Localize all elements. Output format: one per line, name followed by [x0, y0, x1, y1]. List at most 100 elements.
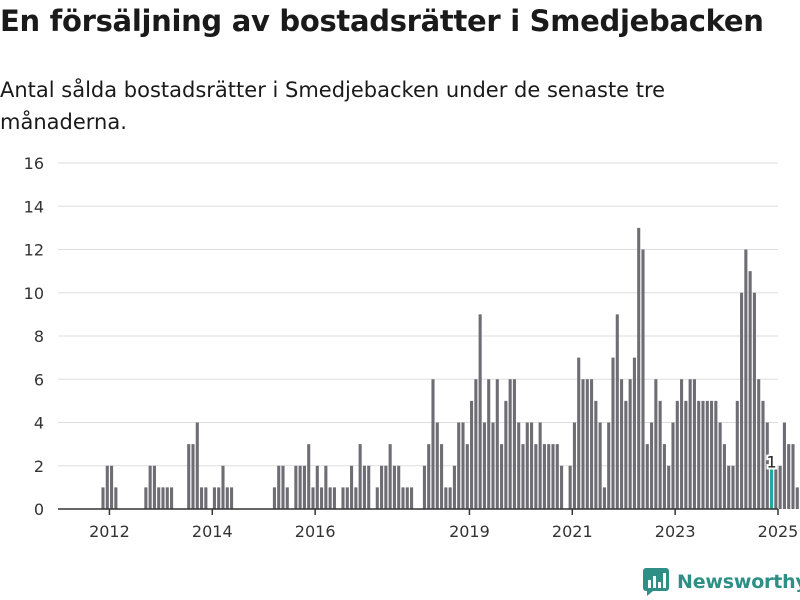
bar: [791, 444, 795, 509]
x-tick-label: 2014: [192, 522, 233, 541]
bar: [551, 444, 555, 509]
bar: [547, 444, 551, 509]
bar: [752, 292, 756, 509]
bar: [602, 487, 606, 509]
y-tick-label: 0: [34, 500, 44, 519]
bar: [474, 379, 478, 509]
bar: [375, 487, 379, 509]
bar: [568, 465, 572, 509]
bar: [560, 465, 564, 509]
bar: [658, 400, 662, 509]
bar: [427, 444, 431, 509]
bar: [620, 379, 624, 509]
bar: [538, 422, 542, 509]
bar: [461, 422, 465, 509]
bar: [191, 444, 195, 509]
bar: [521, 444, 525, 509]
bar: [217, 487, 221, 509]
y-tick-label: 2: [34, 457, 44, 476]
bar: [272, 487, 276, 509]
bar: [765, 422, 769, 509]
bar: [740, 292, 744, 509]
y-tick-label: 4: [34, 414, 44, 433]
bar: [722, 444, 726, 509]
x-tick-label: 2016: [295, 522, 336, 541]
bar: [491, 422, 495, 509]
bar: [212, 487, 216, 509]
bar: [572, 422, 576, 509]
x-tick-label: 2019: [449, 522, 490, 541]
bar: [650, 422, 654, 509]
y-tick-label: 10: [24, 284, 44, 303]
bar: [645, 444, 649, 509]
bar: [285, 487, 289, 509]
y-tick-label: 8: [34, 327, 44, 346]
bar: [684, 400, 688, 509]
chart-title: En försäljning av bostadsrätter i Smedje…: [0, 4, 764, 38]
bar: [590, 379, 594, 509]
bar: [517, 422, 521, 509]
bar: [435, 422, 439, 509]
bar: [307, 444, 311, 509]
bar: [358, 444, 362, 509]
bar: [727, 465, 731, 509]
bar: [110, 465, 114, 509]
y-tick-label: 12: [24, 241, 44, 260]
bar: [611, 357, 615, 509]
bar: [581, 379, 585, 509]
bar: [632, 357, 636, 509]
newsworthy-logo-icon: [643, 568, 669, 596]
bar: [324, 465, 328, 509]
bar: [637, 227, 641, 509]
bar: [495, 379, 499, 509]
bar: [577, 357, 581, 509]
bar: [641, 249, 645, 509]
bar: [200, 487, 204, 509]
bar: [500, 444, 504, 509]
bar: [277, 465, 281, 509]
bar: [457, 422, 461, 509]
bar: [512, 379, 516, 509]
bar: [101, 487, 105, 509]
bar: [465, 444, 469, 509]
bar: [688, 379, 692, 509]
newsworthy-logo: Newsworthy: [643, 568, 800, 596]
bar: [157, 487, 161, 509]
bar: [482, 422, 486, 509]
data-label: 1: [766, 452, 776, 471]
bar: [410, 487, 414, 509]
bar: [204, 487, 208, 509]
bar: [487, 379, 491, 509]
bar: [221, 465, 225, 509]
bar: [697, 400, 701, 509]
bar: [710, 400, 714, 509]
bar: [225, 487, 229, 509]
x-tick-label: 2023: [655, 522, 696, 541]
bar: [448, 487, 452, 509]
bar: [230, 487, 234, 509]
bar: [302, 465, 306, 509]
bar: [294, 465, 298, 509]
bar: [585, 379, 589, 509]
x-tick-label: 2025: [758, 522, 799, 541]
bar: [787, 444, 791, 509]
bar: [628, 379, 632, 509]
bar: [328, 487, 332, 509]
bar: [401, 487, 405, 509]
bar: [667, 465, 671, 509]
bar: [422, 465, 426, 509]
bar: [105, 465, 109, 509]
bar: [320, 487, 324, 509]
highlight-bar: [770, 465, 774, 509]
bar: [615, 314, 619, 509]
bar: [392, 465, 396, 509]
bar: [345, 487, 349, 509]
x-tick-label: 2021: [552, 522, 593, 541]
bar: [654, 379, 658, 509]
bar: [170, 487, 174, 509]
bar: [508, 379, 512, 509]
bar: [718, 422, 722, 509]
bar: [542, 444, 546, 509]
bar: [397, 465, 401, 509]
bar-chart: 0 2 4 6 8 10 12 14 16 1 2012 2014 2016 2019 2021 2023 20…: [24, 154, 799, 541]
